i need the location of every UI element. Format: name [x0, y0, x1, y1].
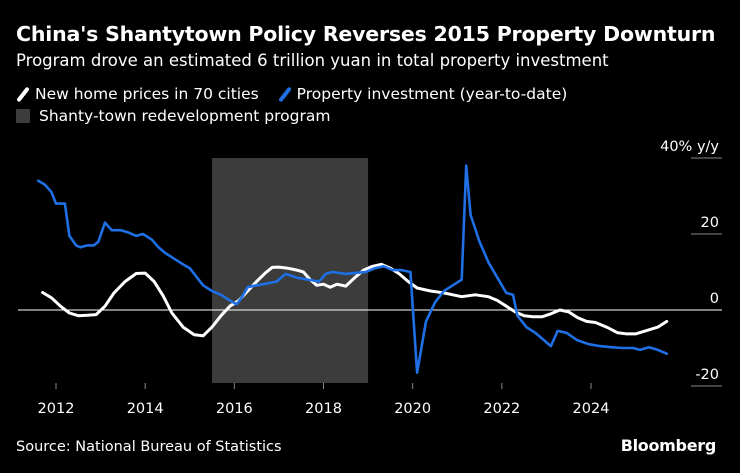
y-axis-unit-label: 40% y/y	[660, 139, 719, 155]
shantytown-program-band	[212, 158, 369, 383]
legend-label-property-investment: Property investment (year-to-date)	[296, 85, 568, 103]
legend-item-home-prices: New home prices in 70 cities	[16, 85, 259, 103]
series-line-property-investment	[36, 164, 669, 374]
chart-subtitle: Program drove an estimated 6 trillion yu…	[16, 51, 609, 70]
x-tick-label: 2022	[483, 401, 520, 417]
x-tick-label: 2012	[38, 401, 75, 417]
legend-item-shantytown-program: Shanty-town redevelopment program	[16, 107, 330, 125]
x-tick-label: 2016	[216, 401, 253, 417]
series-line-home-prices	[41, 262, 669, 338]
legend: New home prices in 70 cities Property in…	[16, 85, 581, 107]
source-note: Source: National Bureau of Statistics	[16, 439, 282, 455]
x-tick-label: 2020	[394, 401, 431, 417]
legend-band: Shanty-town redevelopment program	[16, 107, 344, 127]
chart-title: China's Shantytown Policy Reverses 2015 …	[16, 22, 716, 46]
legend-label-shantytown-program: Shanty-town redevelopment program	[39, 107, 331, 125]
x-tick-label: 2014	[127, 401, 164, 417]
bloomberg-logo: Bloomberg	[620, 436, 717, 455]
y-tick-label: 20	[701, 215, 719, 231]
x-tick-label: 2024	[573, 401, 610, 417]
legend-item-property-investment: Property investment (year-to-date)	[277, 85, 568, 103]
y-tick-label: -20	[695, 367, 719, 383]
legend-swatch-shantytown-program	[16, 109, 30, 123]
y-tick-label: 0	[710, 291, 719, 307]
x-tick-label: 2018	[305, 401, 342, 417]
legend-label-home-prices: New home prices in 70 cities	[35, 85, 259, 103]
